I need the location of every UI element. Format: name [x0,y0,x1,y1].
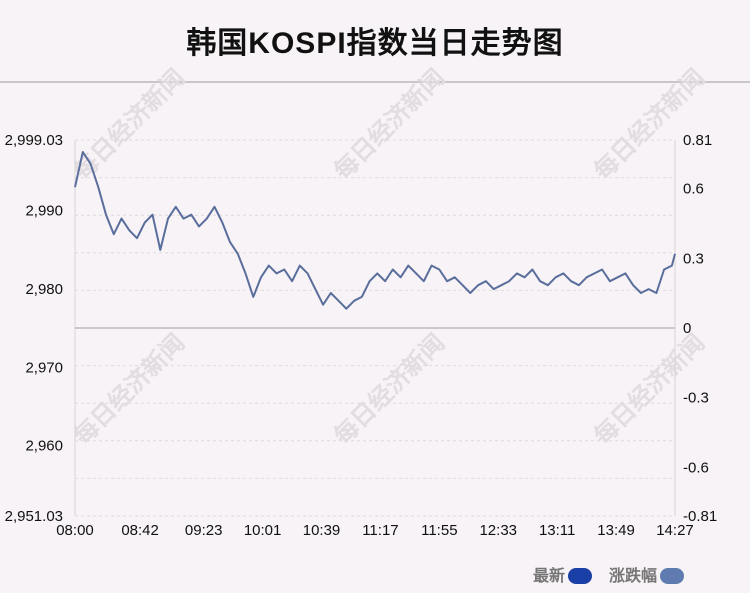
y-right-tick-label: -0.6 [683,459,709,476]
x-tick-label: 12:33 [479,522,517,539]
x-tick-label: 08:42 [121,522,159,539]
x-axis-labels: 08:00 08:42 09:23 10:01 10:39 11:17 11:55 12:33… [56,522,694,539]
y-right-tick-label: 0.6 [683,181,704,198]
legend-latest-label: 最新 [533,568,566,585]
y-right-tick-label: 0 [683,320,691,337]
left-axis-labels: 2,999.03 2,990 2,980 2,970 2,960 2,951.03 [5,132,63,525]
y-right-tick-label: -0.81 [683,508,717,525]
x-tick-label: 08:00 [56,522,94,539]
y-left-tick-label: 2,999.03 [5,132,63,149]
legend-latest: 最新 [533,562,593,586]
y-right-tick-label: 0.3 [683,250,704,267]
x-tick-label: 13:11 [539,522,575,539]
watermark-text: 每日经济新闻 [69,329,191,451]
y-left-tick-label: 2,951.03 [5,508,63,525]
x-tick-label: 10:39 [303,522,341,539]
y-left-tick-label: 2,980 [25,281,63,298]
x-tick-label: 14:27 [656,522,694,539]
x-tick-label: 11:55 [421,522,457,539]
watermark-text: 每日经济新闻 [69,64,191,186]
x-tick-label: 11:17 [362,522,398,539]
x-tick-label: 13:49 [597,522,635,539]
watermark-text: 每日经济新闻 [329,64,451,186]
title-divider [0,81,750,83]
series-line [74,151,676,310]
x-tick-label: 09:23 [185,522,223,539]
y-left-tick-label: 2,990 [25,203,63,220]
legend-latest-swatch [568,568,593,584]
legend-change-label: 涨跌幅 [609,568,658,585]
chart-title: 韩国KOSPI指数当日走势图 [186,27,564,60]
right-axis-labels: 0.81 0.6 0.3 0 -0.3 -0.6 -0.81 [683,132,717,525]
legend-change-swatch [660,568,685,584]
watermark-text: 每日经济新闻 [329,329,451,451]
legend-change: 涨跌幅 [609,562,685,586]
y-left-tick-label: 2,960 [25,438,63,455]
y-right-tick-label: -0.3 [683,390,709,407]
y-right-tick-label: 0.81 [683,132,712,149]
watermark-text: 每日经济新闻 [589,64,711,186]
x-tick-label: 10:01 [244,522,282,539]
y-left-tick-label: 2,970 [25,359,63,376]
